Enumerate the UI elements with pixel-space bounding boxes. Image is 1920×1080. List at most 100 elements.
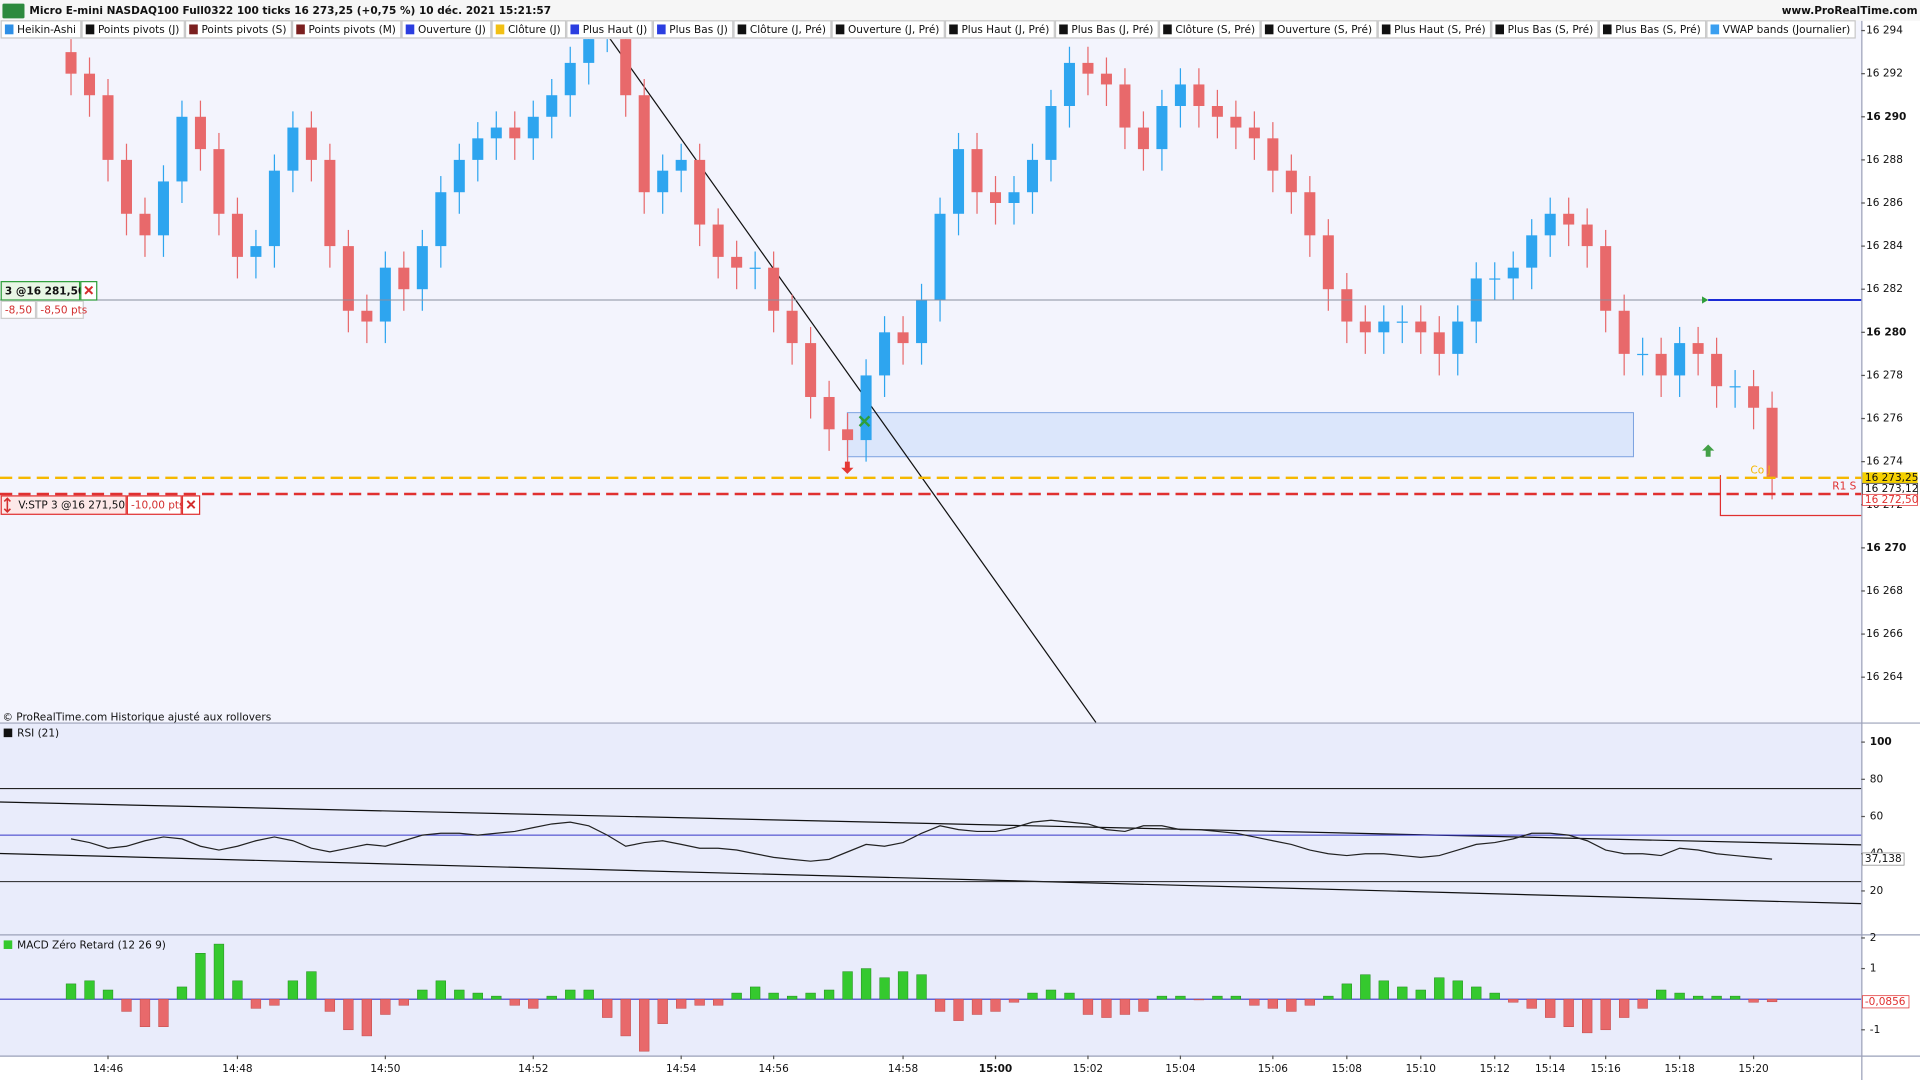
y-tick-label: 16 274 — [1866, 456, 1903, 468]
x-tick-label: 15:16 — [1591, 1063, 1622, 1075]
histogram-bar — [805, 992, 816, 1000]
legend-swatch — [1264, 24, 1274, 35]
legend-item[interactable] — [1598, 20, 1707, 39]
y-tick-label: 20 — [1870, 885, 1883, 897]
trend-line[interactable] — [609, 37, 1097, 723]
candle-body — [1304, 192, 1316, 236]
y-tick-label: 16 284 — [1866, 240, 1903, 252]
price-plot — [0, 37, 1862, 723]
legend-item[interactable] — [831, 20, 945, 39]
candle-body — [65, 52, 77, 74]
legend-item[interactable] — [652, 20, 734, 39]
legend-item[interactable] — [1491, 20, 1599, 39]
legend-swatch — [405, 24, 415, 35]
position-box[interactable] — [0, 281, 81, 301]
legend-item[interactable] — [184, 20, 292, 39]
legend-item[interactable] — [733, 20, 832, 39]
histogram-bar — [897, 971, 909, 1000]
indicator-icon — [3, 940, 13, 949]
last-value-box — [1862, 852, 1905, 866]
candle-body — [1248, 127, 1260, 139]
y-tick-label: 16 290 — [1866, 111, 1906, 123]
histogram-bar — [121, 998, 132, 1012]
candle-body — [1655, 353, 1667, 376]
histogram-bar — [1045, 989, 1057, 1000]
candle-body — [1285, 170, 1297, 193]
candle-body — [1674, 343, 1686, 376]
candle-body — [176, 116, 188, 182]
y-tick-label: 16 280 — [1866, 326, 1906, 338]
rsi-trend-line[interactable] — [0, 801, 1862, 846]
histogram-bar — [565, 989, 576, 1000]
legend-label: Plus Bas (J) — [669, 24, 728, 36]
candle-body — [620, 39, 632, 96]
legend-item[interactable] — [0, 20, 82, 39]
histogram-bar — [102, 989, 114, 1000]
legend-swatch — [189, 24, 198, 35]
histogram-bar — [361, 998, 373, 1037]
histogram-bar — [546, 995, 557, 1000]
histogram-bar — [676, 998, 687, 1009]
rsi-line — [70, 819, 1773, 862]
legend-swatch — [835, 24, 845, 35]
legend-label: Plus Haut (J, Pré) — [961, 24, 1049, 36]
histogram-bar — [1508, 998, 1519, 1003]
legend-item[interactable] — [1377, 20, 1492, 39]
legend-item[interactable] — [1054, 20, 1159, 39]
histogram-bar — [786, 995, 798, 1000]
histogram-bar — [1193, 998, 1205, 1001]
candle-body — [435, 192, 447, 247]
site-link[interactable]: www.ProRealTime.com — [1782, 5, 1918, 17]
histogram-bar — [1637, 998, 1648, 1009]
histogram-bar — [1655, 989, 1667, 1000]
legend-label: Ouverture (J) — [418, 24, 486, 36]
stop-order-box[interactable] — [0, 495, 127, 515]
legend-label: Clôture (S, Pré) — [1175, 24, 1255, 36]
histogram-bar — [657, 998, 668, 1024]
x-tick-label: 15:00 — [979, 1063, 1012, 1075]
last-value-label: -0,0856 — [1865, 996, 1906, 1008]
x-tick-label: 14:58 — [888, 1063, 918, 1075]
header-title: Micro E-mini NASDAQ100 Full0322 100 tick… — [29, 5, 551, 17]
legend-item[interactable] — [81, 20, 185, 39]
histogram-bar — [768, 992, 779, 1000]
legend-item[interactable] — [401, 20, 492, 39]
histogram-bar — [934, 998, 946, 1012]
entry-marker — [1702, 296, 1709, 304]
legend-item[interactable] — [566, 20, 653, 39]
legend-label: Points pivots (M) — [309, 24, 396, 36]
y-tick-label: 16 268 — [1866, 585, 1903, 597]
legend-label: Points pivots (S) — [201, 24, 286, 36]
y-tick-label: 16 288 — [1866, 154, 1903, 166]
candle-body — [546, 95, 558, 117]
histogram-bar — [417, 989, 428, 1000]
candle-body — [675, 159, 687, 171]
legend-item[interactable] — [1706, 20, 1856, 39]
legend-item[interactable] — [1158, 20, 1261, 39]
histogram-bar — [454, 989, 465, 1000]
indicator-title: MACD Zéro Retard (12 26 9) — [17, 939, 166, 951]
legend-label: Clôture (J) — [508, 24, 561, 36]
rsi-trend-line[interactable] — [0, 852, 1862, 905]
legend-swatch — [1381, 24, 1391, 35]
candle-body — [1341, 289, 1353, 322]
y-tick-label: 16 282 — [1866, 283, 1903, 295]
legend-item[interactable] — [944, 20, 1055, 39]
candle-body — [268, 170, 280, 247]
candle-body — [416, 246, 428, 290]
legend-label: Points pivots (J) — [98, 24, 179, 36]
candle-body — [1193, 84, 1205, 107]
histogram-bar — [1101, 998, 1112, 1018]
histogram-bar — [269, 998, 280, 1006]
x-tick-label: 14:46 — [93, 1063, 124, 1075]
legend-item[interactable] — [491, 20, 567, 39]
candle-body — [953, 149, 965, 214]
histogram-bar — [1286, 998, 1297, 1012]
legend-label: Plus Bas (J, Pré) — [1071, 24, 1153, 36]
legend-item[interactable] — [1260, 20, 1378, 39]
histogram-bar — [1064, 992, 1075, 1000]
y-tick-label: 16 276 — [1866, 413, 1903, 425]
legend-item[interactable] — [291, 20, 402, 39]
histogram-bar — [84, 980, 95, 1000]
zone-rectangle[interactable] — [846, 412, 1634, 458]
